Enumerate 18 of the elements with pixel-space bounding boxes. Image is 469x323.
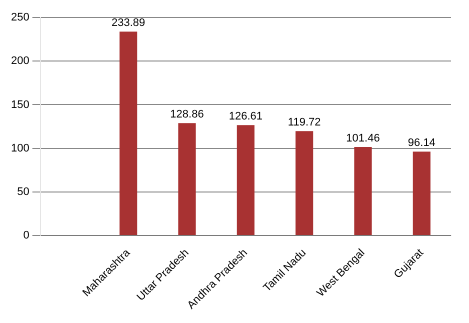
data-label: 96.14	[408, 137, 436, 150]
data-label: 233.89	[112, 17, 146, 30]
bar	[178, 123, 196, 235]
bar	[354, 147, 372, 235]
y-tick-label: 50	[17, 186, 30, 198]
y-tick-label: 200	[10, 55, 30, 68]
y-tick-label: 150	[10, 98, 30, 111]
bar	[236, 125, 254, 235]
y-tick-label: 250	[10, 12, 30, 24]
data-label: 119.72	[288, 116, 321, 129]
bar	[412, 152, 430, 235]
y-tick-label: 100	[10, 142, 30, 154]
bar	[296, 131, 314, 235]
data-label: 101.46	[346, 132, 380, 145]
y-tick-label: 0	[23, 229, 30, 242]
data-label: 126.61	[228, 110, 263, 123]
data-label: 128.86	[170, 108, 204, 121]
bar	[120, 32, 138, 235]
